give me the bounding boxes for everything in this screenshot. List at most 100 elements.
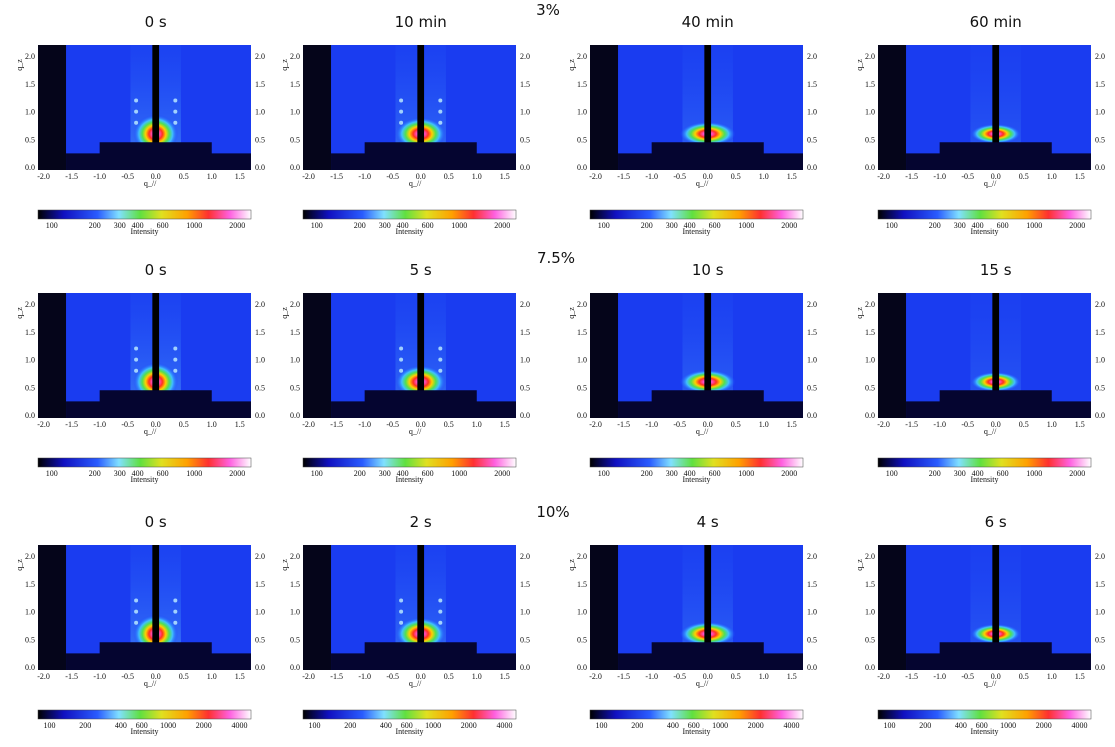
x-axis-label: q_// xyxy=(144,427,157,436)
bragg-spot xyxy=(134,110,138,114)
y-tick-label: 1.0 xyxy=(577,108,587,117)
y-tick-label-right: 1.0 xyxy=(520,608,530,617)
colorbar-tick-label: 200 xyxy=(641,469,653,478)
colorbar-tick-label: 300 xyxy=(954,221,966,230)
x-tick-label: -2.0 xyxy=(877,672,890,681)
bragg-spot xyxy=(438,610,442,614)
bragg-spot xyxy=(134,347,138,351)
colorbar-tick-label: 200 xyxy=(354,221,366,230)
y-tick-label-right: 2.0 xyxy=(807,52,817,61)
x-tick-label: -1.0 xyxy=(358,172,371,181)
y-tick-label: 0.0 xyxy=(290,411,300,420)
colorbar-tick-label: 100 xyxy=(886,469,898,478)
y-axis-label: q_z xyxy=(567,307,576,319)
y-tick-label-right: 2.0 xyxy=(520,52,530,61)
y-tick-label-right: 0.0 xyxy=(255,411,265,420)
y-tick-label: 2.0 xyxy=(577,552,587,561)
y-tick-label: 0.5 xyxy=(865,135,875,144)
x-tick-label: -1.0 xyxy=(358,672,371,681)
x-tick-label: -1.0 xyxy=(645,172,658,181)
y-tick-label-right: 0.5 xyxy=(520,135,530,144)
y-tick-label-right: 0.0 xyxy=(807,163,817,172)
colorbar-tick-label: 400 xyxy=(955,721,967,730)
y-tick-label: 1.0 xyxy=(865,356,875,365)
x-axis-label: q_// xyxy=(984,179,997,188)
x-tick-label: -2.0 xyxy=(302,420,315,429)
colorbar-tick-label: 400 xyxy=(115,721,127,730)
x-tick-label: -1.5 xyxy=(905,672,918,681)
x-tick-label: -0.5 xyxy=(673,672,686,681)
figure: 3%0 s-2.0-1.5-1.0-0.50.00.51.01.50.00.00… xyxy=(0,0,1115,747)
colorbar xyxy=(38,458,251,467)
detector-gap xyxy=(303,293,331,418)
x-tick-label: -0.5 xyxy=(673,172,686,181)
y-tick-label: 0.0 xyxy=(577,411,587,420)
colorbar-tick-label: 1000 xyxy=(1026,221,1042,230)
y-tick-label-right: 1.5 xyxy=(807,80,817,89)
colorbar-tick-label: 2000 xyxy=(229,469,245,478)
panel-title: 60 min xyxy=(970,13,1022,31)
y-tick-label: 0.5 xyxy=(865,635,875,644)
y-tick-label: 1.5 xyxy=(290,328,300,337)
x-tick-label: 1.5 xyxy=(500,172,510,181)
colorbar-tick-label: 100 xyxy=(46,221,58,230)
colorbar-tick-label: 200 xyxy=(631,721,643,730)
x-tick-label: -1.0 xyxy=(93,420,106,429)
panel-title: 40 min xyxy=(682,13,734,31)
x-tick-label: 1.5 xyxy=(235,420,245,429)
y-axis-label: q_z xyxy=(280,559,289,571)
colorbar-label: Intensity xyxy=(683,727,711,736)
y-tick-label: 1.5 xyxy=(577,328,587,337)
x-tick-label: -1.5 xyxy=(617,420,630,429)
y-tick-label-right: 2.0 xyxy=(807,552,817,561)
x-tick-label: -1.0 xyxy=(358,420,371,429)
y-tick-label: 0.0 xyxy=(865,163,875,172)
x-tick-label: 1.0 xyxy=(207,172,217,181)
y-tick-label-right: 1.0 xyxy=(255,108,265,117)
y-axis-label: q_z xyxy=(855,307,864,319)
x-tick-label: 0.5 xyxy=(731,420,741,429)
x-axis-label: q_// xyxy=(144,179,157,188)
x-tick-label: 0.5 xyxy=(179,672,189,681)
y-tick-label: 1.0 xyxy=(25,356,35,365)
colorbar-tick-label: 2000 xyxy=(229,221,245,230)
colorbar-tick-label: 100 xyxy=(886,221,898,230)
bragg-spot xyxy=(173,599,177,603)
panel-title: 2 s xyxy=(410,513,432,531)
y-tick-label: 2.0 xyxy=(290,52,300,61)
y-tick-label-right: 0.0 xyxy=(520,163,530,172)
x-tick-label: -1.5 xyxy=(65,672,78,681)
y-tick-label: 0.0 xyxy=(290,163,300,172)
colorbar-tick-label: 200 xyxy=(929,221,941,230)
y-tick-label-right: 1.0 xyxy=(807,108,817,117)
bragg-spot xyxy=(134,621,138,625)
y-tick-label-right: 0.5 xyxy=(255,635,265,644)
colorbar-label: Intensity xyxy=(131,227,159,236)
x-axis-label: q_// xyxy=(409,427,422,436)
y-tick-label: 0.5 xyxy=(577,135,587,144)
colorbar-tick-label: 100 xyxy=(46,469,58,478)
bragg-spot xyxy=(438,110,442,114)
colorbar-label: Intensity xyxy=(971,727,999,736)
colorbar-tick-label: 200 xyxy=(79,721,91,730)
bragg-spot xyxy=(438,358,442,362)
x-tick-label: -1.0 xyxy=(645,672,658,681)
x-tick-label: 1.5 xyxy=(500,420,510,429)
colorbar-label: Intensity xyxy=(683,475,711,484)
colorbar xyxy=(303,210,516,219)
colorbar-tick-label: 100 xyxy=(311,221,323,230)
x-axis-label: q_// xyxy=(696,427,709,436)
y-tick-label: 2.0 xyxy=(865,52,875,61)
x-tick-label: -0.5 xyxy=(961,172,974,181)
x-tick-label: -0.5 xyxy=(121,172,134,181)
x-tick-label: -2.0 xyxy=(589,420,602,429)
y-tick-label-right: 2.0 xyxy=(255,52,265,61)
y-tick-label: 1.5 xyxy=(25,80,35,89)
y-tick-label: 0.0 xyxy=(865,663,875,672)
detector-gap xyxy=(878,45,906,170)
colorbar-tick-label: 1000 xyxy=(738,469,754,478)
colorbar-tick-label: 1000 xyxy=(712,721,728,730)
y-tick-label-right: 0.5 xyxy=(807,135,817,144)
y-tick-label: 1.5 xyxy=(577,80,587,89)
colorbar-tick-label: 2000 xyxy=(494,221,510,230)
